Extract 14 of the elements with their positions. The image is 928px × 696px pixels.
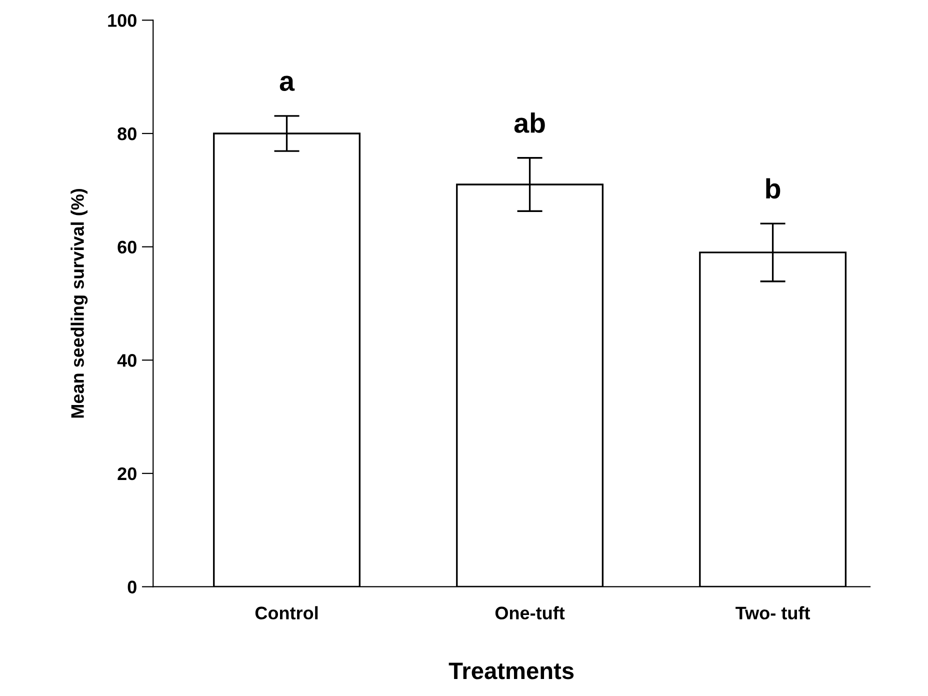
x-tick-label: One-tuft	[495, 606, 565, 620]
x-tick-label: Control	[255, 606, 318, 620]
annotation: ab	[514, 112, 545, 133]
y-tick-label: 80	[118, 127, 136, 140]
y-tick-label: 60	[118, 240, 136, 254]
y-tick-label: 0	[128, 580, 136, 594]
annotation: b	[766, 178, 780, 199]
annotation: a	[280, 76, 295, 91]
x-axis-title: Treatments	[448, 662, 574, 680]
y-tick-label: 20	[118, 467, 136, 480]
y-axis-title: Mean seedling survival (%)	[70, 188, 88, 418]
y-tick-label: 40	[117, 354, 136, 367]
x-tick-label: Two- tuft	[736, 606, 810, 620]
y-tick-label: 100	[108, 14, 136, 27]
